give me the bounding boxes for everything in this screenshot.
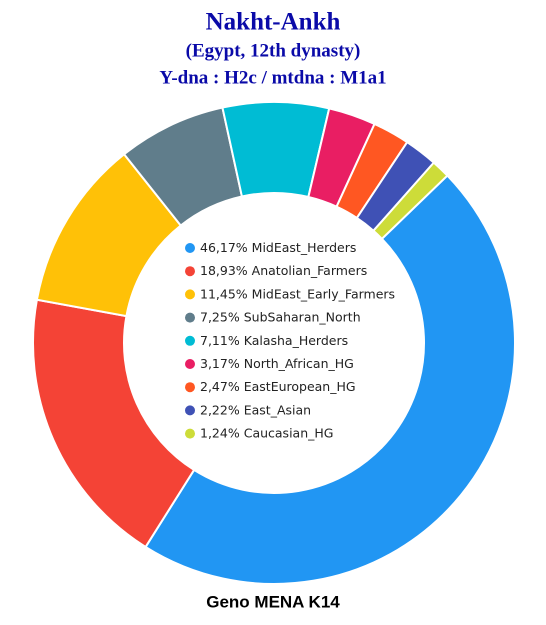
legend-value: 7,25% (200, 309, 240, 324)
legend-value: 1,24% (200, 425, 240, 440)
donut-segment (32, 298, 196, 549)
legend-value: 18,93% (200, 263, 248, 278)
legend-value: 3,17% (200, 356, 240, 371)
legend-entry: 7,25% SubSaharan_North (200, 309, 361, 324)
donut-segment (144, 174, 516, 585)
legend-label: Anatolian_Farmers (252, 263, 368, 278)
legend-label: SubSaharan_North (244, 309, 361, 324)
legend-entry: 7,11% Kalasha_Herders (200, 332, 348, 347)
legend-value: 7,11% (200, 332, 240, 347)
legend-marker (185, 335, 195, 346)
chart-subtitle: (Egypt, 12th dynasty) (186, 40, 361, 61)
legend-marker (185, 382, 195, 393)
legend-label: MidEast_Herders (252, 240, 357, 255)
legend-entry: 2,22% East_Asian (200, 402, 311, 417)
legend-marker (185, 405, 195, 416)
chart-subtitle: Y-dna : H2c / mtdna : M1a1 (159, 67, 386, 88)
legend-marker (185, 359, 195, 369)
legend-entry: 11,45% MidEast_Early_Farmers (200, 286, 395, 301)
legend-marker (185, 243, 195, 253)
chart-title: Nakht-Ankh (206, 9, 341, 36)
legend-label: Caucasian_HG (244, 425, 334, 440)
legend-label: MidEast_Early_Farmers (252, 286, 395, 301)
legend-entry: 2,47% EastEuropean_HG (200, 379, 356, 394)
chart-caption: Geno MENA K14 (206, 592, 340, 611)
legend-entry: 1,24% Caucasian_HG (200, 425, 333, 440)
legend-entry: 3,17% North_African_HG (200, 356, 354, 371)
legend-value: 2,47% (200, 379, 240, 394)
legend-marker (185, 289, 195, 300)
legend-value: 2,22% (200, 402, 240, 417)
legend-label: East_Asian (244, 402, 311, 417)
legend-label: North_African_HG (244, 356, 354, 371)
legend-label: Kalasha_Herders (244, 332, 348, 347)
legend-label: EastEuropean_HG (244, 379, 356, 394)
legend-marker (185, 266, 195, 277)
legend-value: 11,45% (200, 286, 248, 301)
legend-marker (185, 428, 195, 439)
legend-value: 46,17% (200, 240, 248, 255)
legend-entry: 46,17% MidEast_Herders (200, 240, 356, 255)
legend-entry: 18,93% Anatolian_Farmers (200, 263, 367, 278)
donut-segment (372, 161, 449, 241)
legend-marker (185, 312, 195, 323)
